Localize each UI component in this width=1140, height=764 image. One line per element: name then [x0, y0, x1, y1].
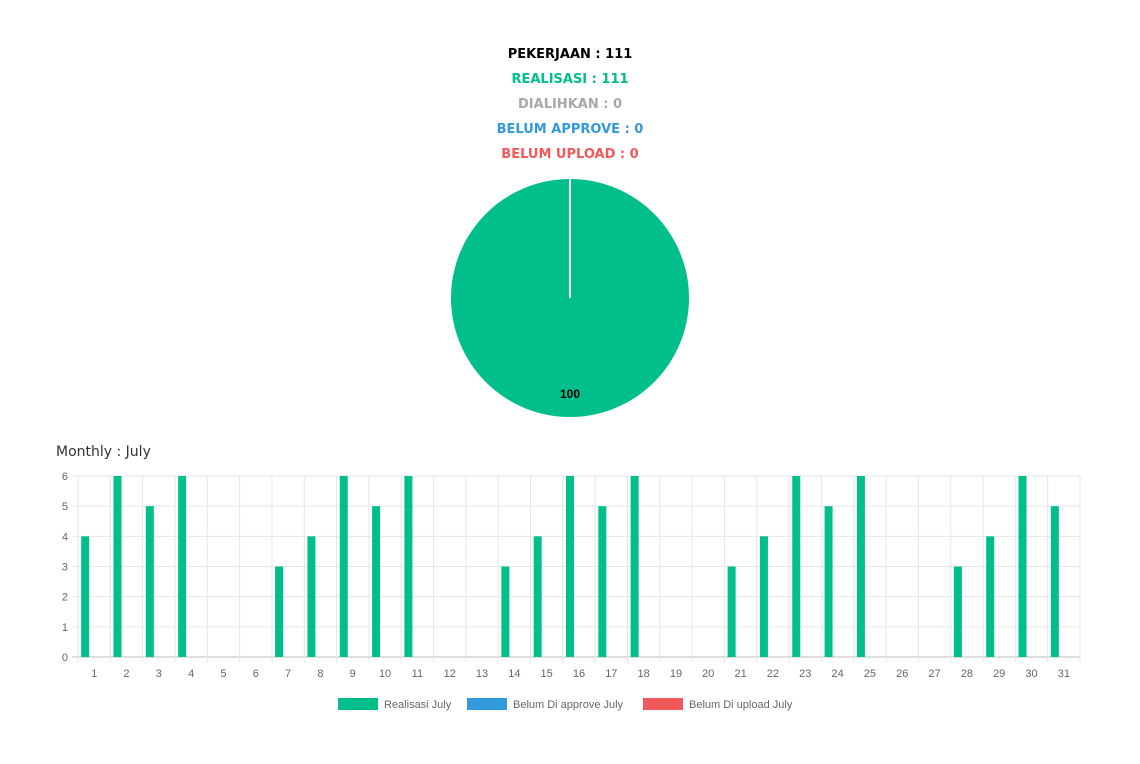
bar-realisasi[interactable]	[986, 536, 995, 657]
y-tick-label: 6	[62, 471, 68, 483]
x-tick-label: 15	[541, 668, 553, 680]
y-tick-label: 0	[62, 652, 68, 664]
summary-dialihkan: DIALIHKAN : 0	[518, 97, 622, 112]
bar-realisasi[interactable]	[566, 476, 574, 657]
x-tick-label: 30	[1025, 668, 1037, 680]
x-tick-label: 16	[573, 668, 585, 680]
bar-realisasi[interactable]	[533, 536, 542, 657]
pie-data-label: 100	[560, 387, 580, 401]
x-tick-label: 27	[928, 668, 940, 680]
x-tick-label: 22	[767, 668, 779, 680]
bar-realisasi[interactable]	[404, 476, 413, 657]
x-tick-label: 25	[864, 668, 876, 680]
bar-realisasi[interactable]	[792, 476, 801, 657]
summary-belum-approve: BELUM APPROVE : 0	[496, 122, 644, 137]
bar-realisasi[interactable]	[630, 476, 639, 657]
bar-realisasi[interactable]	[1050, 506, 1059, 657]
summary-belum-upload: BELUM UPLOAD : 0	[501, 147, 639, 162]
x-tick-label: 19	[670, 668, 682, 680]
bar-realisasi[interactable]	[372, 506, 381, 657]
x-tick-label: 28	[961, 668, 973, 680]
bar-realisasi[interactable]	[1018, 476, 1027, 657]
x-tick-label: 14	[508, 668, 520, 680]
legend-label[interactable]: Belum Di upload July	[689, 699, 793, 711]
x-tick-label: 31	[1058, 668, 1070, 680]
x-tick-label: 11	[412, 668, 423, 680]
bar-realisasi[interactable]	[856, 476, 865, 657]
x-tick-label: 18	[638, 668, 650, 680]
y-tick-label: 1	[62, 622, 68, 634]
x-tick-label: 2	[123, 668, 129, 680]
legend-swatch[interactable]	[467, 698, 507, 710]
bar-realisasi[interactable]	[759, 536, 768, 657]
x-tick-label: 7	[285, 668, 291, 680]
summary-pekerjaan: PEKERJAAN : 111	[507, 47, 633, 62]
x-tick-label: 6	[253, 668, 259, 680]
bar-realisasi[interactable]	[339, 476, 348, 657]
x-tick-label: 29	[993, 668, 1005, 680]
bar-realisasi[interactable]	[113, 476, 122, 657]
bar-realisasi[interactable]	[178, 476, 187, 657]
bar-realisasi[interactable]	[501, 566, 510, 658]
y-tick-label: 5	[62, 501, 68, 513]
pie-chart: 100	[451, 179, 689, 417]
x-tick-label: 23	[799, 668, 811, 680]
bar-realisasi[interactable]	[81, 536, 90, 657]
summary-panel: PEKERJAAN : 111 REALISASI : 111 DIALIHKA…	[0, 42, 1140, 167]
x-tick-label: 8	[317, 668, 323, 680]
y-tick-label: 4	[62, 531, 68, 543]
x-tick-label: 5	[220, 668, 226, 680]
bar-realisasi[interactable]	[598, 506, 607, 657]
legend-label[interactable]: Belum Di approve July	[513, 699, 624, 711]
x-tick-label: 3	[156, 668, 162, 680]
legend-label[interactable]: Realisasi July	[384, 699, 452, 711]
x-tick-label: 10	[379, 668, 391, 680]
x-tick-label: 17	[605, 668, 617, 680]
monthly-title: Monthly : July	[56, 444, 151, 460]
x-tick-label: 12	[444, 668, 456, 680]
y-tick-label: 2	[62, 592, 68, 604]
bar-realisasi[interactable]	[824, 506, 833, 657]
summary-realisasi: REALISASI : 111	[511, 72, 629, 87]
x-tick-label: 1	[91, 668, 97, 680]
legend-swatch[interactable]	[643, 698, 683, 710]
x-tick-label: 9	[350, 668, 356, 680]
bar-realisasi[interactable]	[953, 566, 962, 658]
x-tick-label: 13	[476, 668, 488, 680]
bar-realisasi[interactable]	[307, 536, 316, 657]
x-tick-label: 24	[831, 668, 843, 680]
x-tick-label: 21	[734, 668, 746, 680]
bar-realisasi[interactable]	[727, 566, 736, 658]
x-tick-label: 4	[188, 668, 194, 680]
bar-realisasi[interactable]	[275, 566, 284, 658]
bar-realisasi[interactable]	[145, 506, 154, 657]
y-tick-label: 3	[62, 562, 68, 574]
x-tick-label: 26	[896, 668, 908, 680]
legend-swatch[interactable]	[338, 698, 378, 710]
x-tick-label: 20	[702, 668, 714, 680]
